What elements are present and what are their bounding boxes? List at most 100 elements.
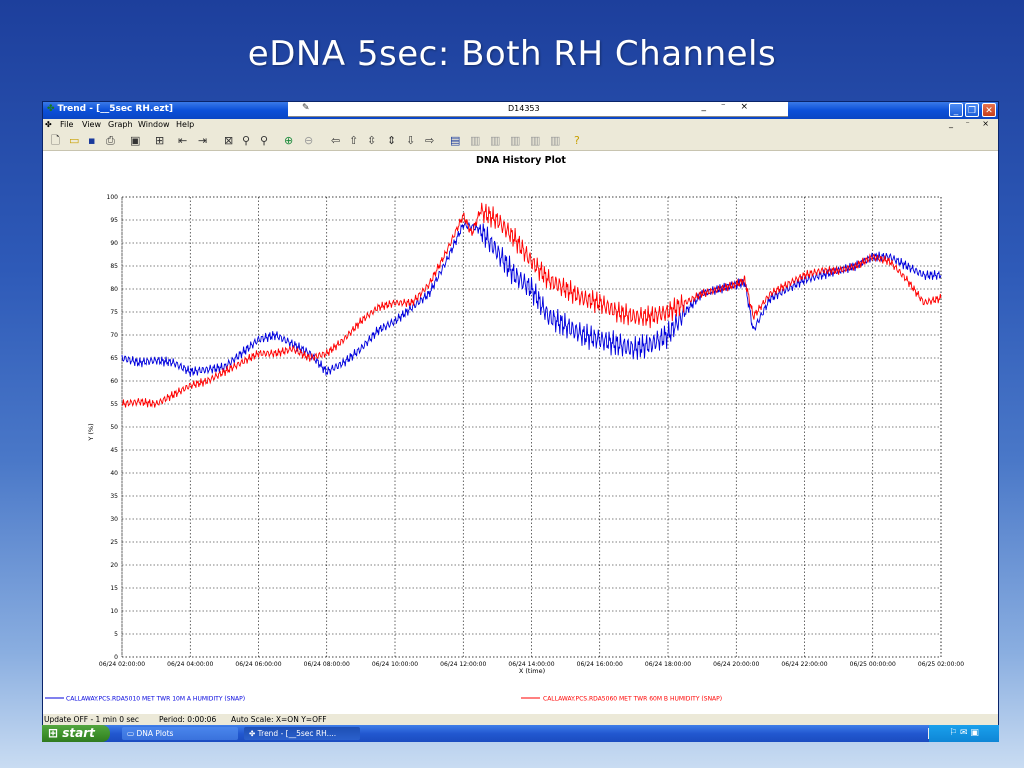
plot-area: DNA History Plot 0 5 10 15 20 25 30 35 40 45 50 55 6… <box>43 151 998 714</box>
autoscale-off-icon[interactable]: ⊖ <box>304 134 314 147</box>
mdi-child-controls[interactable]: _ ⁻ × <box>948 119 994 128</box>
slide-title: eDNA 5sec: Both RH Channels <box>247 34 777 74</box>
trend-app-icon: ✤ <box>249 729 258 738</box>
taskbar: ⊞ start ▭ DNA Plots ✤ Trend - [__5sec RH… <box>42 725 999 742</box>
x-tick-label: 06/24 04:00:00 <box>167 661 213 668</box>
arrow-left-icon[interactable]: ⇦ <box>331 134 341 147</box>
new-icon[interactable]: 🗋 <box>51 134 60 147</box>
y-tick-label: 0 <box>114 654 118 661</box>
y-tick-label: 75 <box>110 309 118 316</box>
close-button[interactable]: ✕ <box>982 103 996 117</box>
scroll-left-icon[interactable]: ⇤ <box>178 134 188 147</box>
series-line-a <box>121 221 942 377</box>
status-bar: Update OFF - 1 min 0 sec Period: 0:00:06… <box>43 714 998 726</box>
y-tick-label: 50 <box>110 424 118 431</box>
y-tick-label: 20 <box>110 562 118 569</box>
maximize-button[interactable]: ❐ <box>965 103 979 117</box>
help-icon[interactable]: ? <box>574 134 580 147</box>
autoscale-on-icon[interactable]: ⊕ <box>284 134 294 147</box>
start-button[interactable]: ⊞ start <box>42 725 110 742</box>
taskbar-item-label: DNA Plots <box>136 729 174 738</box>
menu-file[interactable]: File <box>60 120 74 129</box>
x-axis-label: X (time) <box>519 667 545 675</box>
arrow-right-icon[interactable]: ⇨ <box>425 134 435 147</box>
y-tick-label: 40 <box>110 470 118 477</box>
y-tick-label: 95 <box>110 217 118 224</box>
trend-tool-5-icon[interactable]: ▥ <box>530 134 541 147</box>
x-tick-label: 06/24 02:00:00 <box>99 661 145 668</box>
y-tick-label: 65 <box>110 355 118 362</box>
menu-view[interactable]: View <box>82 120 101 129</box>
y-axis-label: Y (%) <box>87 423 95 441</box>
document-title: D14353 <box>508 104 540 113</box>
y-tick-label: 100 <box>107 194 119 201</box>
x-tick-label: 06/25 02:00:00 <box>918 661 964 668</box>
save-icon[interactable]: ▪ <box>88 134 96 147</box>
y-tick-label: 35 <box>110 493 118 500</box>
y-tick-label: 45 <box>110 447 118 454</box>
taskbar-item-trend[interactable]: ✤ Trend - [__5sec RH.... <box>244 727 360 740</box>
taskbar-item-label: Trend - [__5sec RH.... <box>257 729 337 738</box>
trend-app-icon: ✤ <box>47 104 55 114</box>
system-tray: ⚐ ✉ ▣ <box>929 725 999 742</box>
preview-icon[interactable]: ▣ <box>130 134 141 147</box>
tray-icons[interactable]: ⚐ ✉ ▣ <box>949 728 979 738</box>
menu-graph[interactable]: Graph <box>108 120 133 129</box>
trend-tool-4-icon[interactable]: ▥ <box>510 134 521 147</box>
series-line-b <box>121 202 942 408</box>
plot-frame <box>121 196 942 658</box>
open-icon[interactable]: ▭ <box>69 134 80 147</box>
x-tick-label: 06/24 22:00:00 <box>781 661 827 668</box>
x-tick-label: 06/24 14:00:00 <box>508 661 554 668</box>
x-tick-label: 06/24 18:00:00 <box>645 661 691 668</box>
document-controls[interactable]: _ ⁻ × <box>701 102 754 112</box>
trend-tool-2-icon[interactable]: ▥ <box>470 134 481 147</box>
export-icon[interactable]: ⊞ <box>155 134 165 147</box>
y-tick-label: 60 <box>110 378 118 385</box>
x-tick-label: 06/24 10:00:00 <box>372 661 418 668</box>
y-tick-label: 85 <box>110 263 118 270</box>
arrow-compress-v-icon[interactable]: ⇕ <box>387 134 397 147</box>
x-tick-label: 06/24 12:00:00 <box>440 661 486 668</box>
y-tick-label: 15 <box>110 585 118 592</box>
trend-window: ✤ Trend - [__5sec RH.ezt] ✎ D14353 _ ⁻ × … <box>42 101 999 741</box>
minimize-button[interactable]: _ <box>949 103 963 117</box>
windows-logo-icon: ⊞ <box>48 726 63 740</box>
trend-tool-1-icon[interactable]: ▤ <box>450 134 461 147</box>
status-update: Update OFF - 1 min 0 sec <box>44 715 140 724</box>
folder-icon: ▭ <box>127 729 137 738</box>
y-tick-label: 70 <box>110 332 118 339</box>
y-tick-label: 10 <box>110 608 118 615</box>
y-tick-label: 5 <box>114 631 118 638</box>
legend-label-b: CALLAWAY.PCS.RDA5060 MET TWR 60M B HUMID… <box>543 696 722 703</box>
zoom-out-icon[interactable]: ⚲ <box>260 134 269 147</box>
x-tick-label: 06/25 00:00:00 <box>850 661 896 668</box>
zoom-in-icon[interactable]: ⚲ <box>242 134 251 147</box>
trend-tool-6-icon[interactable]: ▥ <box>550 134 561 147</box>
y-tick-label: 90 <box>110 240 118 247</box>
arrow-expand-v-icon[interactable]: ⇳ <box>367 134 377 147</box>
arrow-up-icon[interactable]: ⇧ <box>349 134 359 147</box>
menu-bar: ✤ File View Graph Window Help _ ⁻ × <box>43 119 998 132</box>
x-tick-label: 06/24 20:00:00 <box>713 661 759 668</box>
x-tick-label: 06/24 06:00:00 <box>235 661 281 668</box>
menu-app-icon[interactable]: ✤ <box>45 120 52 129</box>
dna-history-chart: DNA History Plot 0 5 10 15 20 25 30 35 40 45 50 55 6… <box>45 155 964 703</box>
window-titlebar[interactable]: ✤ Trend - [__5sec RH.ezt] ✎ D14353 _ ⁻ × … <box>43 102 998 119</box>
pin-icon[interactable]: ✎ <box>302 103 310 113</box>
menu-help[interactable]: Help <box>176 120 195 129</box>
scroll-right-icon[interactable]: ⇥ <box>198 134 208 147</box>
print-icon[interactable]: ⎙ <box>106 134 115 147</box>
arrow-down-icon[interactable]: ⇩ <box>406 134 416 147</box>
y-tick-label: 80 <box>110 286 118 293</box>
start-label: start <box>62 726 95 740</box>
legend-label-a: CALLAWAY.PCS.RDA5010 MET TWR 10M A HUMID… <box>66 696 245 703</box>
chart-title: DNA History Plot <box>476 155 566 166</box>
menu-window[interactable]: Window <box>138 120 170 129</box>
taskbar-item-dna-plots[interactable]: ▭ DNA Plots <box>122 727 238 740</box>
toolbar: 🗋 ▭ ▪ ⎙ ▣ ⊞ ⇤ ⇥ ⊠ ⚲ ⚲ ⊕ ⊖ ⇦ ⇧ ⇳ ⇕ ⇩ ⇨ ▤ … <box>43 132 998 151</box>
x-tick-label: 06/24 16:00:00 <box>577 661 623 668</box>
status-autoscale: Auto Scale: X=ON Y=OFF <box>231 715 327 724</box>
zoom-box-icon[interactable]: ⊠ <box>224 134 234 147</box>
trend-tool-3-icon[interactable]: ▥ <box>490 134 501 147</box>
